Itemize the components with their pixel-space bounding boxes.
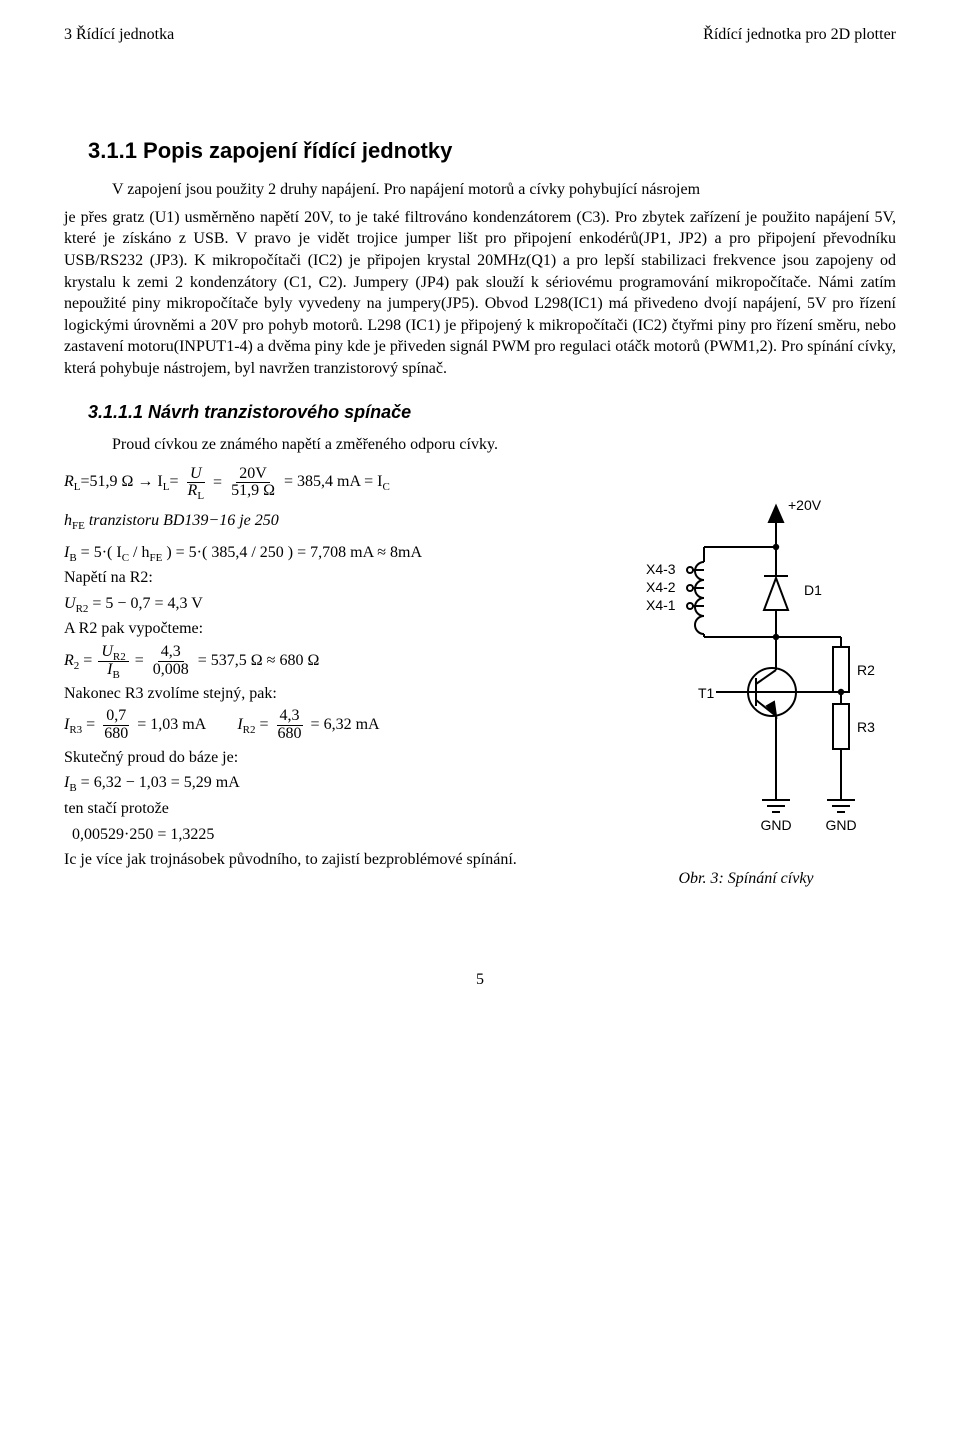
- eq-hfe: hFE tranzistoru BD139−16 je 250: [64, 510, 556, 532]
- schematic-caption: Obr. 3: Spínání cívky: [596, 868, 896, 890]
- svg-text:X4-3: X4-3: [646, 561, 676, 577]
- calc-equations: RL=51,9 Ω → IL= U RL = 20V 51,9 Ω = 385,…: [64, 462, 556, 875]
- label-skutecny: Skutečný proud do báze je:: [64, 747, 556, 769]
- conclusion-line: Ic je více jak trojnásobek původního, to…: [64, 849, 556, 871]
- fraction-43-0008: 4,3 0,008: [150, 644, 192, 679]
- fraction-ur2-ib: UR2 IB: [98, 644, 128, 679]
- calculation-area: RL=51,9 Ω → IL= U RL = 20V 51,9 Ω = 385,…: [64, 462, 896, 890]
- svg-text:X4-2: X4-2: [646, 579, 676, 595]
- page-number: 5: [64, 969, 896, 991]
- eq-rl-il: RL=51,9 Ω → IL= U RL = 20V 51,9 Ω = 385,…: [64, 466, 556, 501]
- fraction-07-680: 0,7 680: [101, 708, 131, 743]
- paragraph-intro-rest: je přes gratz (U1) usměrněno napětí 20V,…: [64, 207, 896, 380]
- eq-sk: IB = 6,32 − 1,03 = 5,29 mA: [64, 772, 556, 794]
- svg-text:+20V: +20V: [788, 497, 822, 513]
- section-title: 3.1.1 Popis zapojení řídící jednotky: [88, 136, 896, 166]
- label-ur2: Napětí na R2:: [64, 567, 556, 589]
- svg-text:T1: T1: [698, 685, 715, 701]
- schematic-figure: +20V D1 X4-3 X4-2 X4-1 T1 R2 R3 GND GND Obr. 3: S…: [596, 492, 896, 890]
- eq-ur2: UR2 = 5 − 0,7 = 4,3 V: [64, 593, 556, 615]
- svg-text:GND: GND: [760, 817, 791, 833]
- label-r2: A R2 pak vypočteme:: [64, 618, 556, 640]
- eq-tail: = 385,4 mA = IC: [284, 473, 390, 490]
- fraction-43-680: 4,3 680: [275, 708, 305, 743]
- fraction-20v: 20V 51,9 Ω: [228, 466, 278, 501]
- svg-text:R2: R2: [857, 662, 875, 678]
- label-r3: Nakonec R3 zvolíme stejný, pak:: [64, 683, 556, 705]
- eq-ib: IB = 5·( IC / hFE ) = 5·( 385,4 / 250 ) …: [64, 542, 556, 564]
- page-header: 3 Řídící jednotka Řídící jednotka pro 2D…: [64, 24, 896, 46]
- header-right: Řídící jednotka pro 2D plotter: [703, 24, 896, 46]
- svg-text:X4-1: X4-1: [646, 597, 676, 613]
- svg-text:D1: D1: [804, 582, 822, 598]
- eq-mid: =: [213, 473, 226, 490]
- eq-r2: R2 = UR2 IB = 4,3 0,008 = 537,5 Ω ≈ 680 …: [64, 644, 556, 679]
- ten-staci: ten stačí protože: [64, 798, 556, 820]
- svg-text:GND: GND: [825, 817, 856, 833]
- eq-final-mult: 0,00529·250 = 1,3225: [64, 824, 556, 846]
- subsection-title: 3.1.1.1 Návrh tranzistorového spínače: [88, 400, 896, 424]
- schematic-svg: +20V D1 X4-3 X4-2 X4-1 T1 R2 R3 GND GND: [596, 492, 896, 862]
- eq-text: RL=51,9 Ω → IL=: [64, 473, 179, 490]
- calc-intro: Proud cívkou ze známého napětí a změřené…: [64, 434, 896, 456]
- fraction-u-rl: U RL: [185, 466, 208, 501]
- svg-text:R3: R3: [857, 719, 875, 735]
- paragraph-intro-start: V zapojení jsou použity 2 druhy napájení…: [64, 179, 896, 201]
- eq-ir3-ir2: IR3 = 0,7 680 = 1,03 mA IR2 = 4,3 680 = …: [64, 708, 556, 743]
- header-left: 3 Řídící jednotka: [64, 24, 174, 46]
